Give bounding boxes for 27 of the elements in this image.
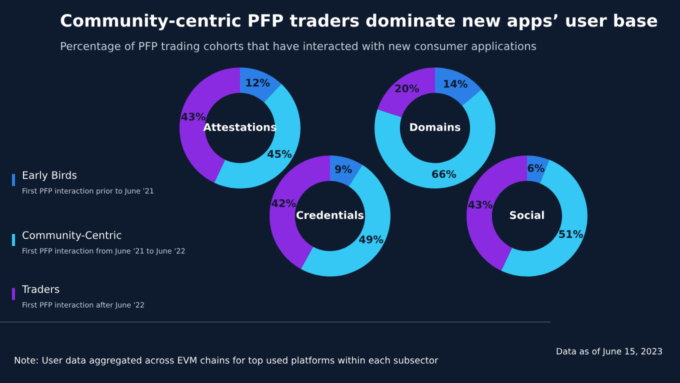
donut-slice (240, 68, 282, 102)
text: Community-centric PFP traders dominate new apps’ user base (60, 14, 658, 30)
data-label: 42% (272, 199, 296, 208)
data-label: 66% (432, 170, 456, 178)
data-label: 43% (181, 112, 206, 121)
legend-label: Early Birds (23, 171, 77, 181)
data-label: 51% (559, 230, 583, 238)
data-label: 14% (444, 80, 468, 88)
text: Note: User data aggregated across EVM chains for top used platforms within each subsector (14, 356, 438, 366)
data-label: 9% (335, 165, 352, 174)
text: Data as of June 15, 2023 (556, 348, 662, 356)
donut-slice (377, 68, 435, 118)
data-label: 6% (528, 164, 544, 172)
legend-label: Community-Centric (22, 231, 122, 241)
text: Domains (410, 122, 460, 132)
data-label: 20% (395, 84, 420, 92)
text: Percentage of PFP trading cohorts that have interacted with new consumer applications (61, 42, 536, 52)
donut-slice (435, 68, 482, 106)
data-label: 12% (246, 78, 270, 87)
donut-slice (330, 156, 362, 186)
donut-slice (501, 160, 588, 276)
data-label: 49% (359, 235, 384, 244)
legend-label: Traders (22, 285, 60, 293)
text: Credentials (296, 210, 364, 220)
text: Social (510, 210, 544, 220)
data-label: 45% (268, 150, 292, 158)
data-label: 43% (468, 200, 493, 209)
